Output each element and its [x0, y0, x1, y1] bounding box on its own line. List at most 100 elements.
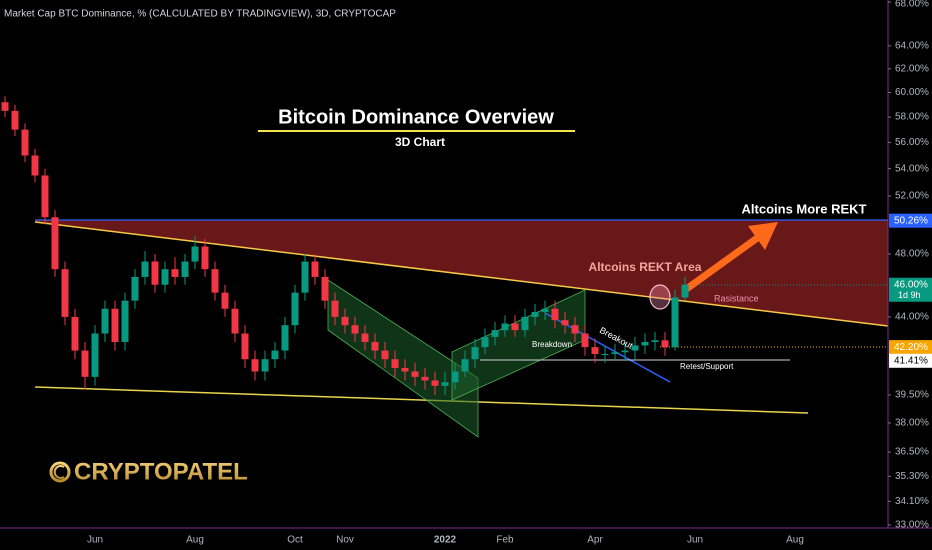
candle-body: [1, 102, 9, 111]
x-tick-label: Apr: [587, 535, 603, 546]
candle-body: [491, 330, 499, 337]
candle-body: [501, 323, 509, 331]
candle-body: [171, 269, 179, 277]
candle-body: [461, 359, 469, 372]
candle-body: [421, 376, 429, 381]
candle-body: [51, 217, 59, 270]
price-badge: [889, 213, 932, 228]
candle-body: [601, 354, 609, 356]
candle-body: [221, 292, 229, 309]
candle-body: [201, 246, 209, 270]
x-tick-label: 2022: [434, 535, 457, 546]
countdown: 1d 9h: [898, 290, 921, 300]
candle-body: [91, 333, 99, 377]
candle-body: [621, 350, 629, 353]
y-tick-label: 36.50%: [895, 447, 929, 458]
retest-label: Retest/Support: [680, 362, 734, 371]
candle-body: [591, 347, 599, 355]
candle-body: [321, 276, 329, 301]
candle-body: [361, 333, 369, 342]
candle-body: [631, 345, 639, 351]
y-tick-label: 39.50%: [895, 390, 929, 401]
y-tick-label: 35.30%: [895, 471, 929, 482]
candle-body: [571, 325, 579, 334]
candle-body: [131, 276, 139, 301]
candle-body: [531, 311, 539, 317]
candle-body: [211, 269, 219, 293]
y-tick-label: 60.00%: [895, 87, 929, 98]
candle-body: [521, 316, 529, 331]
price-badge-label: 41.41%: [894, 355, 928, 366]
y-tick-label: 58.00%: [895, 112, 929, 123]
price-badge: [889, 340, 932, 355]
candle-body: [21, 129, 29, 156]
candle-body: [371, 341, 379, 351]
candle-body: [411, 371, 419, 377]
resistance-label: Rasistance: [714, 293, 759, 303]
target-arrow: [682, 233, 763, 293]
y-tick-label: 64.00%: [895, 40, 929, 51]
y-tick-label: 52.00%: [895, 191, 929, 202]
candle-body: [241, 333, 249, 360]
candle-body: [161, 269, 169, 285]
candle-body: [681, 284, 689, 298]
x-tick-label: Feb: [496, 535, 514, 546]
logo-icon: [53, 465, 65, 479]
candle-body: [281, 325, 289, 351]
candle-body: [261, 359, 269, 372]
heading: Bitcoin Dominance Overview: [278, 106, 554, 128]
candle-body: [541, 308, 549, 312]
candle-body: [671, 297, 679, 348]
chart-title: Market Cap BTC Dominance, % (CALCULATED …: [4, 9, 396, 20]
candle-body: [651, 340, 659, 342]
candle-body: [81, 350, 89, 377]
candle-body: [301, 261, 309, 293]
y-tick-label: 48.00%: [895, 249, 929, 260]
y-tick-label: 34.10%: [895, 496, 929, 507]
candle-body: [151, 261, 159, 285]
x-tick-label: Aug: [786, 535, 804, 546]
annotations: Market Cap BTC Dominance, % (CALCULATED …: [4, 9, 867, 486]
candle-body: [291, 292, 299, 326]
target-label: Altcoins More REKT: [742, 201, 867, 216]
lower-trendline: [34, 386, 809, 414]
candle-body: [551, 308, 559, 321]
candle-body: [251, 359, 259, 372]
price-badge-label: 46.00%: [894, 279, 928, 290]
candle-body: [271, 350, 279, 360]
candle-body: [191, 246, 199, 262]
subheading: 3D Chart: [395, 135, 445, 149]
candle-body: [31, 155, 39, 176]
y-tick-label: 62.00%: [895, 63, 929, 74]
y-tick-label: 33.00%: [895, 520, 929, 531]
candle-body: [641, 341, 649, 346]
candle-body: [561, 320, 569, 326]
candle-body: [351, 325, 359, 334]
y-tick-label: 54.00%: [895, 163, 929, 174]
candle-body: [181, 261, 189, 277]
down-channel: [327, 279, 479, 438]
logo-text: CRYPTOPATEL: [74, 458, 248, 485]
y-tick-label: 38.00%: [895, 418, 929, 429]
candle-body: [231, 308, 239, 334]
candle-body: [11, 110, 19, 130]
price-badge: [889, 277, 932, 302]
x-tick-label: Nov: [336, 535, 354, 546]
candle-body: [41, 175, 49, 218]
candle-body: [71, 316, 79, 351]
candle-body: [331, 300, 339, 317]
candle-body: [611, 352, 619, 355]
candles: [1, 96, 689, 395]
candle-body: [61, 269, 69, 317]
x-tick-label: Oct: [287, 535, 303, 546]
y-tick-label: 68.00%: [895, 0, 929, 10]
candle-body: [471, 347, 479, 360]
x-tick-label: Jun: [87, 535, 103, 546]
x-tick-label: Jun: [687, 535, 703, 546]
candle-body: [581, 333, 589, 348]
candle-body: [141, 261, 149, 277]
candle-body: [431, 380, 439, 386]
candle-body: [401, 367, 409, 372]
axes: Jun Aug Oct Nov 2022 Feb Apr Jun Aug 68.00% 64.00%…: [87, 0, 932, 546]
